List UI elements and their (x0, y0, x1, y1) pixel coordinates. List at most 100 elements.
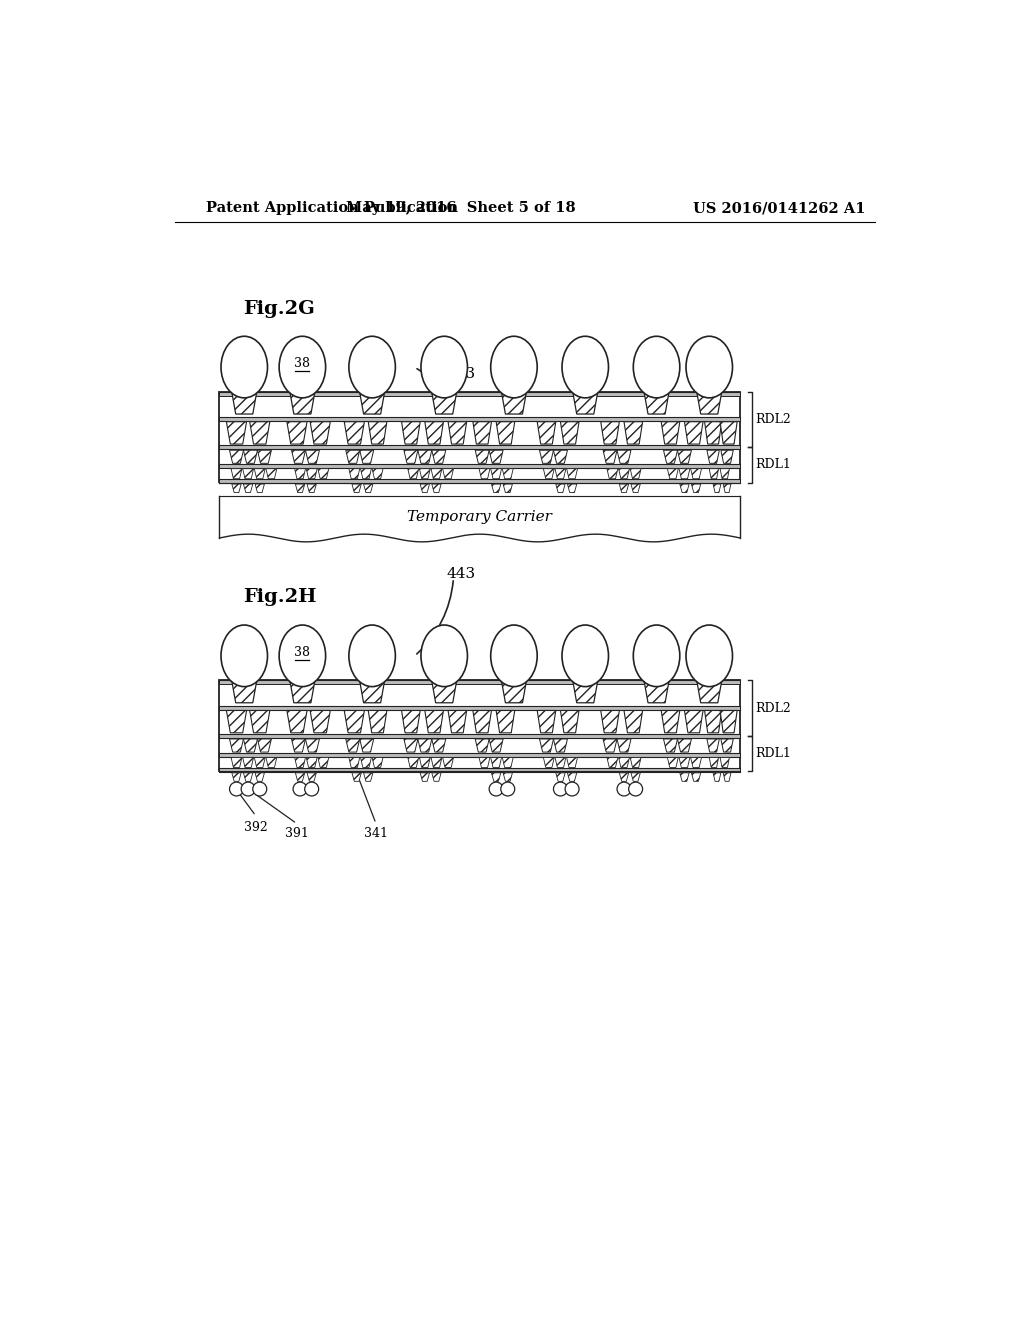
Ellipse shape (253, 781, 266, 796)
Polygon shape (479, 469, 489, 479)
Ellipse shape (489, 781, 503, 796)
Polygon shape (684, 710, 703, 733)
Polygon shape (431, 758, 442, 767)
Polygon shape (401, 422, 420, 444)
Polygon shape (607, 469, 617, 479)
Polygon shape (305, 450, 319, 463)
Polygon shape (364, 774, 373, 781)
Polygon shape (432, 484, 441, 492)
Polygon shape (618, 469, 630, 479)
Polygon shape (418, 450, 432, 463)
Polygon shape (567, 484, 577, 492)
Polygon shape (290, 681, 314, 702)
Polygon shape (403, 450, 418, 463)
Polygon shape (449, 710, 467, 733)
Ellipse shape (490, 626, 538, 686)
Polygon shape (473, 422, 492, 444)
Polygon shape (231, 774, 241, 781)
Polygon shape (603, 450, 617, 463)
Polygon shape (432, 392, 457, 414)
Polygon shape (566, 469, 578, 479)
Text: 38: 38 (294, 358, 310, 371)
Text: 341: 341 (364, 828, 388, 841)
Polygon shape (244, 450, 257, 463)
Polygon shape (490, 758, 502, 767)
Ellipse shape (221, 626, 267, 686)
Polygon shape (540, 739, 554, 752)
Polygon shape (631, 774, 640, 781)
Polygon shape (567, 774, 577, 781)
Polygon shape (295, 774, 305, 781)
Ellipse shape (562, 626, 608, 686)
Polygon shape (229, 450, 244, 463)
Ellipse shape (421, 337, 467, 397)
Polygon shape (664, 739, 678, 752)
Text: RDL2: RDL2 (756, 702, 792, 714)
Polygon shape (254, 758, 265, 767)
Polygon shape (697, 681, 722, 702)
Polygon shape (425, 710, 443, 733)
Polygon shape (601, 422, 620, 444)
Polygon shape (360, 469, 372, 479)
Ellipse shape (490, 337, 538, 397)
Text: US 2016/0141262 A1: US 2016/0141262 A1 (693, 202, 865, 215)
Ellipse shape (501, 781, 515, 796)
Polygon shape (721, 450, 733, 463)
Bar (219, 445, 740, 449)
Bar (219, 681, 740, 684)
Polygon shape (540, 450, 554, 463)
Polygon shape (538, 422, 556, 444)
Polygon shape (359, 450, 374, 463)
Polygon shape (678, 450, 691, 463)
Polygon shape (492, 484, 501, 492)
Polygon shape (420, 484, 429, 492)
Polygon shape (544, 469, 554, 479)
Polygon shape (618, 758, 630, 767)
Polygon shape (503, 758, 513, 767)
Bar (219, 706, 740, 710)
Polygon shape (697, 392, 722, 414)
Polygon shape (359, 681, 385, 702)
Polygon shape (503, 774, 512, 781)
Polygon shape (554, 739, 567, 752)
Polygon shape (556, 484, 565, 492)
Polygon shape (678, 739, 691, 752)
Text: Fig.2G: Fig.2G (243, 300, 314, 318)
Polygon shape (503, 469, 513, 479)
Ellipse shape (686, 337, 732, 397)
Polygon shape (244, 774, 253, 781)
Polygon shape (713, 484, 721, 492)
Ellipse shape (221, 337, 267, 397)
Polygon shape (352, 774, 361, 781)
Polygon shape (496, 422, 515, 444)
Polygon shape (691, 484, 700, 492)
Polygon shape (359, 392, 385, 414)
Polygon shape (503, 484, 512, 492)
Polygon shape (403, 739, 418, 752)
Polygon shape (287, 710, 307, 733)
Polygon shape (684, 422, 703, 444)
Polygon shape (607, 758, 617, 767)
Polygon shape (231, 469, 242, 479)
Polygon shape (306, 469, 317, 479)
Polygon shape (250, 422, 270, 444)
Polygon shape (560, 710, 579, 733)
Polygon shape (566, 758, 578, 767)
Polygon shape (310, 710, 331, 733)
Polygon shape (710, 469, 719, 479)
Polygon shape (425, 422, 443, 444)
Polygon shape (690, 758, 701, 767)
Polygon shape (555, 758, 566, 767)
Polygon shape (668, 469, 678, 479)
Polygon shape (287, 422, 307, 444)
Bar (219, 392, 740, 396)
Polygon shape (431, 469, 442, 479)
Polygon shape (572, 392, 598, 414)
Text: RDL1: RDL1 (756, 458, 792, 471)
Polygon shape (449, 422, 467, 444)
Polygon shape (479, 758, 489, 767)
Ellipse shape (293, 781, 307, 796)
Polygon shape (721, 739, 733, 752)
Text: RDL1: RDL1 (756, 747, 792, 760)
Polygon shape (620, 774, 629, 781)
